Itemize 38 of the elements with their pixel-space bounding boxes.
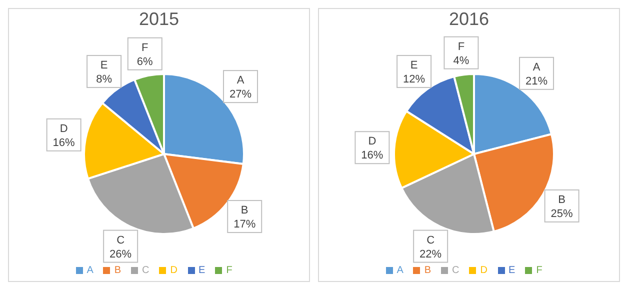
legend-label: D: [480, 265, 488, 276]
chart-title: 2015: [138, 9, 180, 31]
data-label: 8%: [96, 73, 112, 86]
legend-label: C: [452, 265, 460, 276]
chart-title: 2016: [448, 9, 490, 31]
legend-label: F: [226, 265, 232, 276]
data-label: 17%: [234, 218, 256, 231]
slice-label: E: [410, 59, 418, 72]
slice-label: F: [142, 42, 149, 54]
slice-label: C: [426, 234, 435, 246]
legend-label: D: [170, 265, 178, 276]
slice-label: A: [236, 74, 245, 87]
data-label: 6%: [136, 56, 154, 68]
legend-label: E: [508, 265, 516, 276]
slice-label: A: [532, 61, 541, 74]
slice-label: B: [240, 204, 248, 217]
data-label: 4%: [453, 54, 470, 67]
slice-label: D: [60, 122, 68, 135]
legend-label: A: [86, 265, 94, 276]
data-label: 26%: [110, 248, 132, 260]
data-label: 12%: [403, 73, 426, 86]
legend-label: A: [396, 265, 404, 276]
data-label: 21%: [526, 75, 548, 88]
legend-label: C: [142, 265, 150, 276]
data-label: 16%: [361, 150, 384, 162]
data-label: 27%: [229, 88, 252, 101]
slice-label: F: [458, 40, 465, 53]
legend-label: B: [424, 265, 432, 276]
slice-label: E: [100, 59, 108, 72]
legend-label: B: [114, 265, 122, 276]
data-label: 16%: [52, 136, 76, 149]
legend-label: E: [198, 265, 206, 276]
legend-label: F: [536, 265, 542, 276]
data-label: 22%: [420, 248, 442, 260]
slice-label: B: [558, 194, 566, 206]
slice-label: C: [116, 234, 125, 246]
data-label: 25%: [550, 208, 574, 220]
slice-label: D: [368, 136, 376, 148]
